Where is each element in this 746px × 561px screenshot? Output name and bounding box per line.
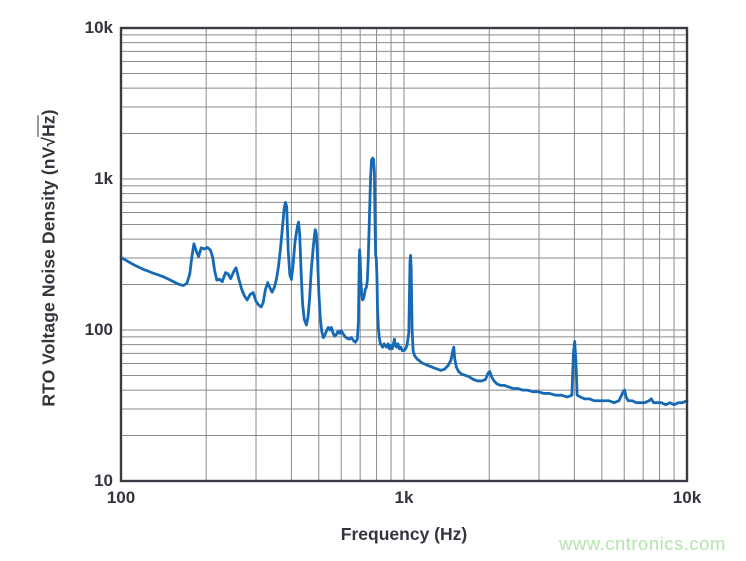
y-axis-title-suffix: ) [38,109,59,116]
sqrt-symbol: √ [38,136,59,147]
x-tick-label: 1k [394,488,414,507]
noise-curve [119,156,689,407]
y-tick-label: 100 [84,320,113,339]
x-axis-title: Frequency (Hz) [340,524,468,544]
y-tick-label: 1k [94,169,113,188]
y-axis-title: RTO Voltage Noise Density (nV√Hz) [39,109,60,406]
sqrt-radicand: Hz [38,115,59,137]
x-tick-label: 100 [106,488,136,507]
watermark: www.cntronics.com [559,533,726,554]
y-tick-label: 10 [94,471,113,490]
y-tick-label: 10k [84,18,113,37]
x-tick-label: 10k [672,488,702,507]
plot-border [119,26,689,483]
